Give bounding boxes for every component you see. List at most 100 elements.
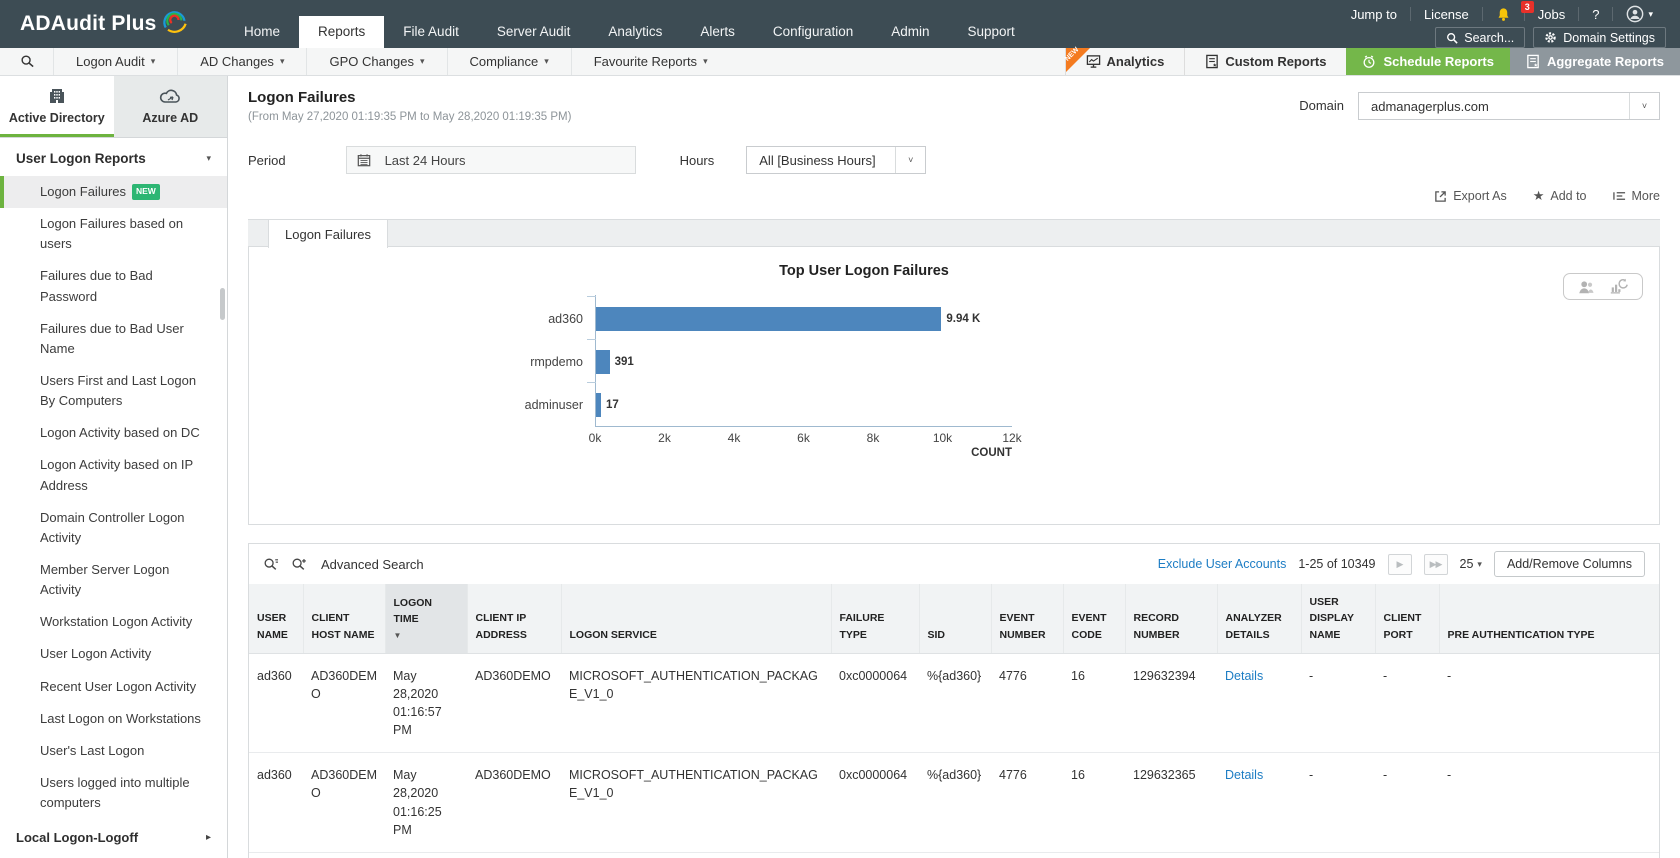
nav-item-home[interactable]: Home xyxy=(244,24,281,39)
column-header-client-port[interactable]: CLIENT PORT xyxy=(1375,584,1440,654)
nav-item-support[interactable]: Support xyxy=(967,24,1015,39)
sidebar-section-user-logon-reports[interactable]: User Logon Reports ▾ xyxy=(0,138,227,176)
sidebar-item-last-logon-on-workstations[interactable]: Last Logon on Workstations xyxy=(0,703,227,735)
user-view-icon[interactable] xyxy=(1577,279,1595,295)
nav-item-server-audit[interactable]: Server Audit xyxy=(496,24,571,39)
column-header-client-ip-address[interactable]: CLIENT IP ADDRESS xyxy=(467,584,562,654)
chart-refresh-icon[interactable] xyxy=(1609,278,1629,295)
sidebar-item-users-first-and-last-logon-by-computers[interactable]: Users First and Last Logon By Computers xyxy=(0,365,227,417)
sidebar-item-failures-due-to-bad-password[interactable]: Failures due to Bad Password xyxy=(0,260,227,312)
details-link[interactable]: Details xyxy=(1225,668,1264,683)
jump-to-link[interactable]: Jump to xyxy=(1350,6,1397,22)
details-link[interactable]: Details xyxy=(1225,768,1264,783)
add-to-button[interactable]: ★ Add to xyxy=(1532,188,1587,203)
ribbon-menu-logon-audit[interactable]: Logon Audit ▾ xyxy=(53,48,177,75)
sidebar-item-workstation-logon-activity[interactable]: Workstation Logon Activity xyxy=(0,606,227,638)
ribbon-menu-favourite-reports[interactable]: Favourite Reports ▾ xyxy=(570,48,730,75)
advanced-search-label[interactable]: Advanced Search xyxy=(321,556,424,572)
x-axis-tick: 2k xyxy=(658,431,671,445)
exclude-user-accounts-link[interactable]: Exclude User Accounts xyxy=(1157,557,1287,571)
ribbon-menu-ad-changes[interactable]: AD Changes ▾ xyxy=(177,48,306,75)
aggregate-reports-button[interactable]: Aggregate Reports xyxy=(1509,48,1680,75)
table-cell: 0xc0000064 xyxy=(831,653,919,754)
column-header-logon-time[interactable]: LOGON TIME ▼ xyxy=(385,584,468,654)
chart-bar[interactable] xyxy=(596,306,942,331)
nav-item-configuration[interactable]: Configuration xyxy=(772,24,854,39)
period-picker[interactable]: Last 24 Hours xyxy=(345,146,636,174)
analytics-button[interactable]: NEW Analytics xyxy=(1063,46,1185,75)
chart-bar[interactable] xyxy=(596,349,610,374)
add-remove-columns-button[interactable]: Add/Remove Columns xyxy=(1493,551,1645,577)
ribbon-menu-label: GPO Changes xyxy=(329,54,415,69)
column-header-label: PRE AUTHENTICATION TYPE xyxy=(1447,628,1595,641)
sort-descending-icon[interactable]: ▼ xyxy=(393,631,402,641)
building-icon xyxy=(49,88,64,103)
custom-reports-button[interactable]: Custom Reports xyxy=(1184,48,1346,75)
chart-view-toggle[interactable] xyxy=(1563,273,1643,300)
advanced-search-icon[interactable] xyxy=(291,557,307,572)
table-cell: AD360DEMO xyxy=(303,752,385,853)
sidebar-item-logon-failures[interactable]: Logon Failures NEW xyxy=(0,176,227,209)
sidebar-item-logon-failures-based-on-users[interactable]: Logon Failures based on users xyxy=(0,208,227,260)
sidebar-item-domain-controller-logon-activity[interactable]: Domain Controller Logon Activity xyxy=(0,502,227,554)
jobs-link[interactable]: Jobs xyxy=(1537,6,1566,22)
chart-bar[interactable] xyxy=(596,392,601,417)
license-link[interactable]: License xyxy=(1423,6,1469,22)
column-header-user-display-name[interactable]: USER DISPLAY NAME xyxy=(1301,584,1376,654)
column-header-record-number[interactable]: RECORD NUMBER xyxy=(1125,584,1218,654)
sidebar-item-users-logged-into-multiple-computers[interactable]: Users logged into multiple computers xyxy=(0,767,227,819)
notifications-button[interactable]: 3 xyxy=(1483,0,1534,22)
column-header-client-host-name[interactable]: CLIENT HOST NAME xyxy=(303,584,386,654)
nav-item-admin[interactable]: Admin xyxy=(891,24,930,39)
sidebar-item-user-logon-activity[interactable]: User Logon Activity xyxy=(0,638,227,670)
column-header-analyzer-details[interactable]: ANALYZER DETAILS xyxy=(1217,584,1302,654)
domain-select[interactable]: admanagerplus.com ˅ xyxy=(1358,92,1660,120)
table-cell: Details xyxy=(1217,752,1301,853)
column-header-user-name[interactable]: USER NAME xyxy=(249,584,304,654)
last-page-button[interactable]: ▶▶ xyxy=(1423,553,1448,575)
domain-settings-button[interactable]: Domain Settings xyxy=(1533,27,1666,48)
app-logo[interactable]: ADAudit Plus xyxy=(0,0,225,48)
domain-select-value: admanagerplus.com xyxy=(1371,98,1489,114)
ribbon-menu-compliance[interactable]: Compliance ▾ xyxy=(446,48,571,75)
sidebar-item-label: Domain Controller Logon Activity xyxy=(40,509,185,545)
star-icon: ★ xyxy=(1532,188,1545,203)
page-title: Logon Failures xyxy=(248,89,356,106)
ribbon-menu-label: Compliance xyxy=(469,54,539,69)
column-header-pre-authentication-type[interactable]: PRE AUTHENTICATION TYPE xyxy=(1439,584,1659,654)
sidebar-group-local-logon-logoff[interactable]: Local Logon-Logoff ▸ xyxy=(0,819,227,856)
next-page-button[interactable]: ▶ xyxy=(1387,553,1412,575)
global-search-button[interactable]: Search... xyxy=(1435,27,1526,48)
user-menu[interactable]: ▾ xyxy=(1613,5,1666,23)
hours-select[interactable]: All [Business Hours] ˅ xyxy=(746,146,927,174)
sidebar-item-logon-activity-based-on-dc[interactable]: Logon Activity based on DC xyxy=(0,417,227,449)
nav-item-analytics[interactable]: Analytics xyxy=(608,24,663,39)
ribbon-search-button[interactable] xyxy=(0,48,53,75)
column-header-failure-type[interactable]: FAILURE TYPE xyxy=(831,584,920,654)
sidebar-item-recent-user-logon-activity[interactable]: Recent User Logon Activity xyxy=(0,671,227,703)
sidebar-item-failures-due-to-bad-user-name[interactable]: Failures due to Bad User Name xyxy=(0,313,227,365)
more-button[interactable]: More xyxy=(1612,189,1660,203)
sidebar-item-user-s-last-logon[interactable]: User's Last Logon xyxy=(0,735,227,767)
tab-active-directory[interactable]: Active Directory xyxy=(0,76,114,137)
nav-item-reports[interactable]: Reports xyxy=(299,16,385,48)
column-header-logon-service[interactable]: LOGON SERVICE xyxy=(561,584,832,654)
schedule-reports-button[interactable]: Schedule Reports xyxy=(1346,48,1510,75)
page-size-select[interactable]: 25 ▾ xyxy=(1459,557,1482,571)
column-header-event-number[interactable]: EVENT NUMBER xyxy=(991,584,1064,654)
column-header-sid[interactable]: SID xyxy=(919,584,992,654)
sidebar-item-member-server-logon-activity[interactable]: Member Server Logon Activity xyxy=(0,554,227,606)
table-cell: MICROSOFT_AUTHENTICATION_PACKAGE_V1_0 xyxy=(561,653,831,754)
tab-azure-ad[interactable]: Azure AD xyxy=(113,76,227,137)
nav-item-alerts[interactable]: Alerts xyxy=(700,24,735,39)
column-header-event-code[interactable]: EVENT CODE xyxy=(1063,584,1126,654)
export-as-button[interactable]: Export As xyxy=(1434,189,1507,203)
column-search-icon[interactable] xyxy=(263,557,279,572)
sidebar-item-logon-activity-based-on-ip-address[interactable]: Logon Activity based on IP Address xyxy=(0,449,227,501)
help-button[interactable]: ? xyxy=(1592,6,1600,22)
nav-item-file-audit[interactable]: File Audit xyxy=(403,24,459,39)
sidebar-scrollbar[interactable] xyxy=(220,288,225,320)
tab-logon-failures[interactable]: Logon Failures xyxy=(268,220,388,248)
ribbon-menu-gpo-changes[interactable]: GPO Changes ▾ xyxy=(306,48,446,75)
chevron-down-icon: ▾ xyxy=(544,56,549,66)
